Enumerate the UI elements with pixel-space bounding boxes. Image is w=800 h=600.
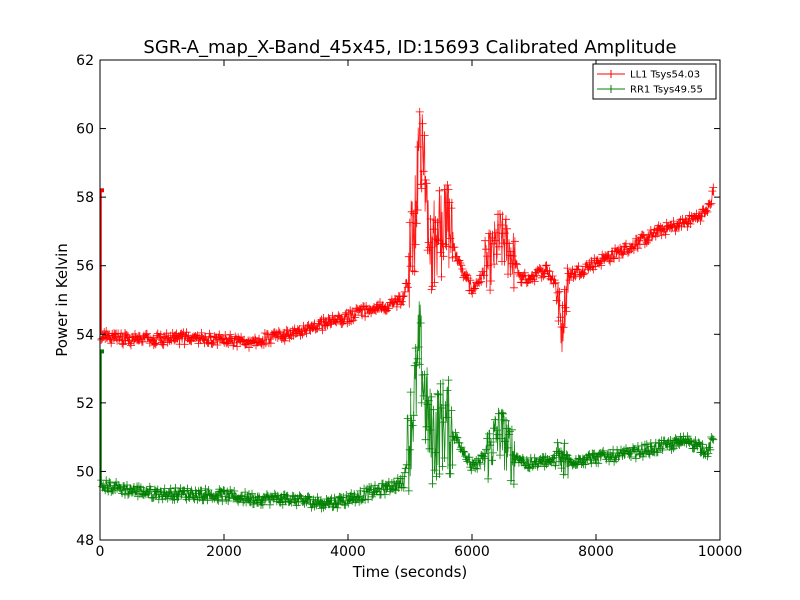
series-start-marker xyxy=(100,188,104,193)
y-tick-label: 62 xyxy=(76,53,94,69)
x-tick-label: 4000 xyxy=(330,544,366,560)
series-1 xyxy=(97,107,718,353)
legend-box xyxy=(592,63,717,100)
legend-marker xyxy=(607,85,615,93)
x-tick-label: 0 xyxy=(96,544,105,560)
x-tick-label: 8000 xyxy=(578,544,614,560)
ticks-layer: 0 2000 4000 6000 8000 10000 48 50 52 54 56 58 60 62 xyxy=(76,53,742,560)
legend: LL1 Tsys54.03 RR1 Tsys49.55 xyxy=(592,63,717,100)
y-tick-label: 54 xyxy=(76,327,94,343)
series-plus-markers xyxy=(97,107,718,352)
x-axis-label: Time (seconds) xyxy=(352,563,468,581)
y-tick-label: 50 xyxy=(76,464,94,480)
legend-label: RR1 Tsys49.55 xyxy=(630,85,703,96)
series-layer xyxy=(97,107,718,513)
y-tick-label: 52 xyxy=(76,396,94,412)
y-axis-label: Power in Kelvin xyxy=(53,243,71,357)
y-tick-label: 56 xyxy=(76,259,94,275)
series-2 xyxy=(97,301,718,513)
series-start-marker xyxy=(100,349,104,354)
y-tick-label: 58 xyxy=(76,190,94,206)
chart-title: SGR-A_map_X-Band_45x45, ID:15693 Calibra… xyxy=(143,37,676,58)
plot-frame xyxy=(99,59,721,541)
series-plus-markers xyxy=(97,319,718,513)
x-tick-label: 2000 xyxy=(206,544,242,560)
legend-label: LL1 Tsys54.03 xyxy=(630,70,700,81)
x-tick-label: 10000 xyxy=(698,544,743,560)
x-tick-label: 6000 xyxy=(454,544,490,560)
y-tick-label: 48 xyxy=(76,533,94,549)
y-tick-label: 60 xyxy=(76,122,94,138)
legend-marker xyxy=(607,70,615,78)
